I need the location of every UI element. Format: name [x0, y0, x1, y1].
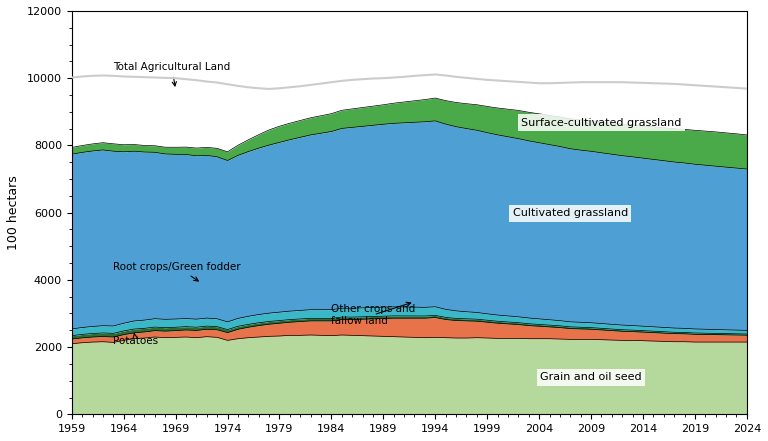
Text: Grain and oil seed: Grain and oil seed	[540, 372, 642, 382]
Text: Other crops and
fallow land: Other crops and fallow land	[332, 302, 415, 325]
Text: Total Agricultural Land: Total Agricultural Land	[114, 62, 230, 86]
Text: Potatoes: Potatoes	[114, 333, 158, 347]
Text: Cultivated grassland: Cultivated grassland	[513, 208, 628, 218]
Text: Root crops/Green fodder: Root crops/Green fodder	[114, 262, 241, 281]
Text: Surface-cultivated grassland: Surface-cultivated grassland	[521, 118, 682, 127]
Y-axis label: 100 hectars: 100 hectars	[7, 175, 20, 250]
